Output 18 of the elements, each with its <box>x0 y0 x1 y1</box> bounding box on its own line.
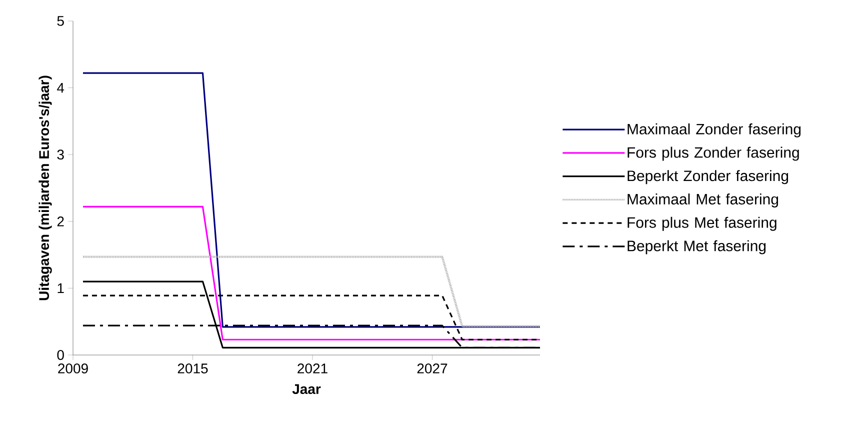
y-axis-title: Uitagaven (miljarden Euros's/jaar) <box>38 76 52 300</box>
x-axis-title: Jaar <box>292 384 321 394</box>
x-tick-label: 2021 <box>298 364 328 374</box>
y-tick-label: 4 <box>57 82 64 93</box>
y-tick-label: 0 <box>57 350 64 360</box>
y-tick-label: 5 <box>57 16 64 26</box>
y-tick-label: 1 <box>58 283 64 294</box>
legend-label: Maximaal Zonder fasering <box>628 123 801 138</box>
legend-label: Fors plus Met fasering <box>628 216 776 231</box>
x-tick-label: 2027 <box>417 364 448 374</box>
y-tick-label: 2 <box>57 216 64 226</box>
y-tick-label: 3 <box>57 150 64 160</box>
x-tick-label: 2009 <box>58 364 88 374</box>
x-tick-label: 2015 <box>178 364 208 374</box>
legend-label: Beperkt Zonder fasering <box>628 170 788 184</box>
legend-label: Maximaal Met fasering <box>628 193 778 208</box>
legend-label: Fors plus Zonder fasering <box>628 146 799 161</box>
legend-label: Beperkt Met fasering <box>628 240 766 254</box>
